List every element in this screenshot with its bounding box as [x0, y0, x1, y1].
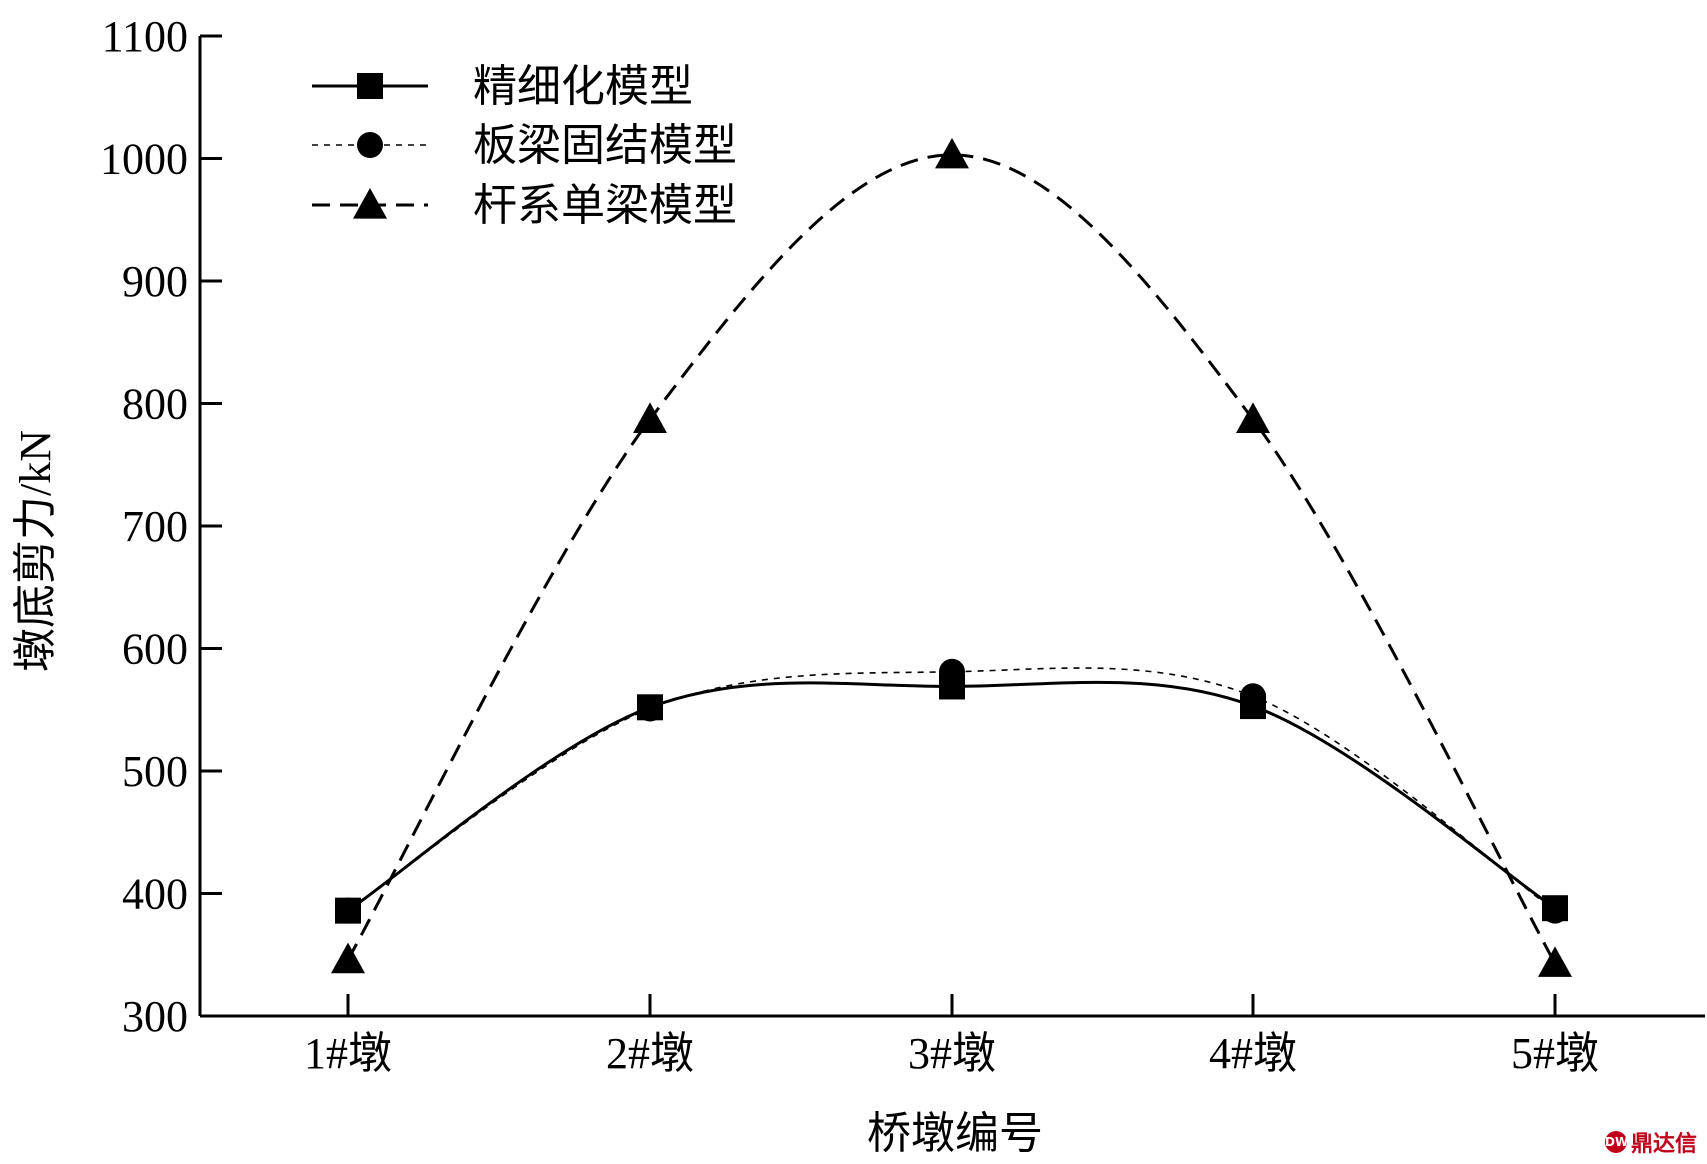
x-tick-label: 5#墩 [1511, 1029, 1599, 1078]
x-axis-title: 桥墩编号 [867, 1109, 1043, 1158]
y-tick-label: 1000 [100, 135, 188, 184]
x-tick-label: 2#墩 [606, 1029, 694, 1078]
y-tick-label: 900 [122, 257, 188, 306]
data-point-triangle [1236, 402, 1270, 434]
data-point-triangle [1538, 946, 1572, 977]
axes: 300 400 500 600 700 800 900 1000 1100 1#墩 2#墩 3#墩 4#… [100, 12, 1705, 1078]
series-3 [331, 137, 1572, 977]
series-layer [331, 137, 1572, 977]
x-tick-label: 1#墩 [304, 1029, 392, 1078]
series-line [347, 680, 1556, 912]
data-point-triangle [331, 942, 365, 974]
legend-marker [357, 132, 383, 158]
y-axis-title: 墩底剪力/kN [11, 430, 60, 672]
legend-marker [357, 73, 383, 99]
data-point-circle [637, 695, 663, 722]
watermark-text: 鼎达信 [1630, 1132, 1697, 1157]
series-line [347, 667, 1556, 912]
y-tick-label: 400 [122, 870, 188, 919]
data-point-triangle [633, 402, 667, 434]
watermark-logo-icon: DW [1604, 1131, 1628, 1153]
y-tick-label: 500 [122, 747, 188, 796]
y-tick-label: 700 [122, 502, 188, 551]
legend-marker [353, 188, 387, 219]
y-tick-label: 300 [122, 992, 188, 1041]
data-point-circle [1542, 897, 1568, 924]
legend-label: 板梁固结模型 [473, 121, 737, 170]
y-tick-label: 1100 [102, 12, 188, 61]
y-tick-label: 800 [122, 380, 188, 429]
series-1 [335, 673, 1568, 924]
x-tick-label: 3#墩 [908, 1029, 996, 1078]
series-line [346, 153, 1557, 965]
data-point-triangle [935, 137, 969, 169]
legend-label: 杆系单梁模型 [473, 181, 737, 230]
legend-item: 板梁固结模型 [312, 121, 737, 170]
legend-label: 精细化模型 [473, 62, 693, 111]
data-point-circle [939, 658, 965, 685]
data-point-circle [1240, 683, 1266, 710]
legend-item: 精细化模型 [312, 62, 693, 111]
x-tick-label: 4#墩 [1209, 1029, 1297, 1078]
y-tick-label: 600 [122, 625, 188, 674]
series-2 [335, 658, 1568, 924]
watermark: DW 鼎达信 [1604, 1126, 1697, 1158]
data-point-circle [335, 897, 361, 924]
legend-item: 杆系单梁模型 [312, 181, 737, 230]
